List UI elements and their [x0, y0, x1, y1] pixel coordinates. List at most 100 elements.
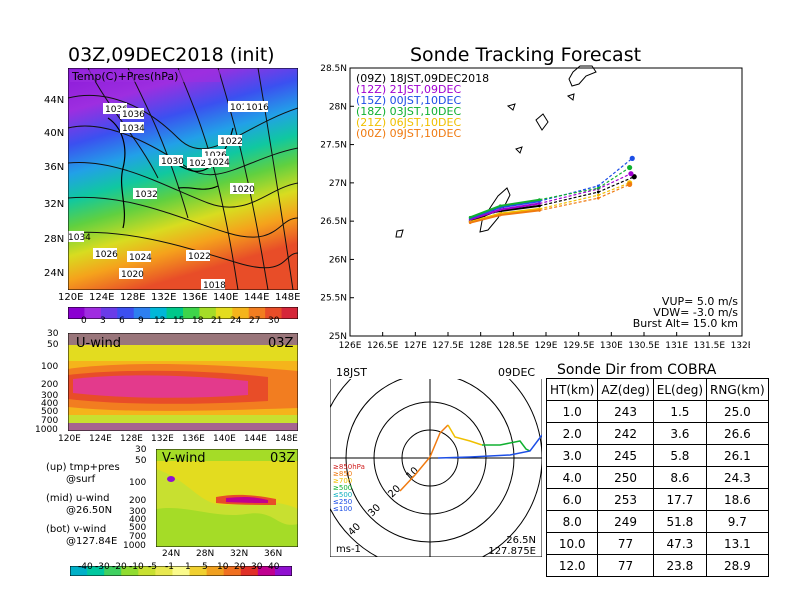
colorbar-swatch: [87, 566, 105, 576]
lon-tick: 124E: [89, 292, 115, 303]
table-cell: 8.6: [652, 466, 708, 489]
colorbar-tick: -40: [78, 562, 93, 572]
lat-tick: 28N: [196, 549, 215, 559]
lon-tick: 136E: [182, 434, 205, 444]
colorbar-swatch: [265, 307, 283, 319]
table-cell: 6.0: [545, 488, 599, 511]
descent-rate: VDW= -3.0 m/s: [653, 306, 738, 319]
coastlines: [395, 65, 597, 238]
series-point: [596, 184, 600, 188]
lon-tick: 132E: [151, 292, 177, 303]
lat-tick: 28N: [44, 234, 65, 245]
lon-tick: 136E: [182, 292, 208, 303]
x-tick-label: 127E: [404, 341, 427, 351]
table-cell: 13.1: [706, 532, 769, 555]
height-legend: ≥500: [333, 484, 352, 492]
colorbar-swatch: [206, 566, 225, 576]
colorbar-swatch: [84, 307, 102, 319]
map-label: Temp(C)+Pres(hPa): [71, 70, 178, 83]
height-legend: ≤500: [333, 491, 352, 499]
colorbar-tick: 24: [230, 316, 242, 326]
lon-tick: 148E: [275, 434, 298, 444]
colorbar-tick: 1: [185, 562, 191, 572]
pressure-tick: 700: [129, 532, 147, 542]
temperature-colorbar-ticks: 0 3 6 9 12 15 18 21 24 27 30: [68, 316, 298, 328]
x-tick-label: 130E: [600, 341, 623, 351]
note-line: (up) tmp+pres: [46, 462, 120, 473]
pressure-tick: 30: [135, 445, 147, 455]
series-line-dashed: [539, 183, 630, 212]
colorbar-tick: -1: [165, 562, 174, 572]
series-point: [627, 181, 633, 187]
x-tick-label: 127.5E: [432, 341, 464, 351]
y-tick-label: 28.5N: [320, 64, 347, 74]
table-header-row: HT(km) AZ(deg) EL(deg) RNG(km): [545, 378, 769, 401]
y-tick-label: 25N: [329, 332, 347, 342]
tracking-chart: 126E 126.5E 127E 127.5E 128E 128.5E 129E 129.5E…: [310, 60, 754, 356]
colorbar-swatch: [274, 566, 293, 576]
pressure-tick: 1000: [35, 425, 58, 435]
series-line-dashed: [539, 173, 632, 205]
isobar-label: 1036: [105, 105, 128, 115]
pressure-tick: 200: [129, 496, 147, 506]
colorbar-tick: 27: [249, 316, 261, 326]
isobar-label: 1018: [203, 281, 226, 290]
pressure-tick: 100: [41, 362, 59, 372]
colorbar-swatch: [117, 307, 135, 319]
isobar-label: 1034: [122, 124, 145, 134]
pressure-tick: 50: [135, 456, 147, 466]
table-cell: 24.3: [706, 466, 769, 489]
isobar-label: 1030: [161, 157, 184, 167]
table-cell: 10.0: [545, 532, 599, 555]
pressure-tick: 200: [41, 380, 59, 390]
lon-tick: 128E: [120, 434, 143, 444]
wind-colorbar: [69, 561, 293, 577]
colorbar-swatch: [104, 566, 122, 576]
v-wind-panel: V-wind 03Z: [155, 448, 299, 548]
x-tick-label: 128E: [469, 341, 492, 351]
x-tick-label: 132E: [731, 341, 750, 351]
pressure-tick: 400: [129, 515, 147, 525]
series-line-dashed: [539, 176, 635, 207]
isobar-label: 1032: [135, 190, 158, 200]
lat-tick: 44N: [44, 95, 65, 106]
colorbar-tick: 20: [234, 562, 246, 572]
colorbar-swatch: [257, 566, 276, 576]
lat-tick: 32N: [44, 199, 65, 210]
y-tick-label: 27N: [329, 179, 347, 189]
isobar-label: 1022: [220, 137, 243, 147]
table-cell: 47.3: [652, 532, 708, 555]
lon-tick: 124E: [89, 434, 112, 444]
colorbar-tick: 30: [268, 316, 280, 326]
pressure-tick: 300: [129, 507, 147, 517]
colorbar-swatch: [150, 307, 168, 319]
isobar-label: 1026: [95, 250, 118, 260]
x-tick-label: 129E: [535, 341, 558, 351]
panel-notes: (up) tmp+pres @surf (mid) u-wind @26.50N…: [46, 462, 120, 548]
table-cell: 243: [597, 400, 654, 423]
colorbar-tick: 10: [217, 562, 229, 572]
table-row: 2.0 242 3.6 26.6: [545, 422, 769, 445]
colorbar-swatch: [121, 566, 139, 576]
colorbar-swatch: [232, 307, 250, 319]
lat-tick: 36N: [44, 162, 65, 173]
series-point: [628, 171, 634, 177]
forecast-parameters: VUP= 5.0 m/s VDW= -3.0 m/s Burst Alt= 15…: [620, 296, 738, 329]
table-row: 1.0 243 1.5 25.0: [545, 400, 769, 423]
isobar-label: 1024: [207, 158, 230, 168]
height-legend: ≥700: [333, 477, 352, 485]
u-wind-panel: U-wind 03Z: [67, 332, 299, 432]
lon-tick: 144E: [244, 434, 267, 444]
colorbar-swatch: [240, 566, 259, 576]
y-tick-label: 28N: [329, 102, 347, 112]
colorbar-swatch: [138, 566, 156, 576]
y-tick-label: 27.5N: [320, 141, 347, 151]
isobar-label: 1034: [68, 233, 91, 243]
table-row: 3.0 245 5.8 26.1: [545, 444, 769, 467]
hodograph-panel: 10 20 30 40 18JST 09DEC ≥850hPa ≥850 ≥70…: [317, 345, 543, 571]
table-cell: 18.6: [706, 488, 769, 511]
lat-tick: 36N: [264, 549, 283, 559]
lon-tick: 140E: [213, 434, 236, 444]
colorbar-swatch: [133, 307, 151, 319]
table-cell: 250: [597, 466, 654, 489]
